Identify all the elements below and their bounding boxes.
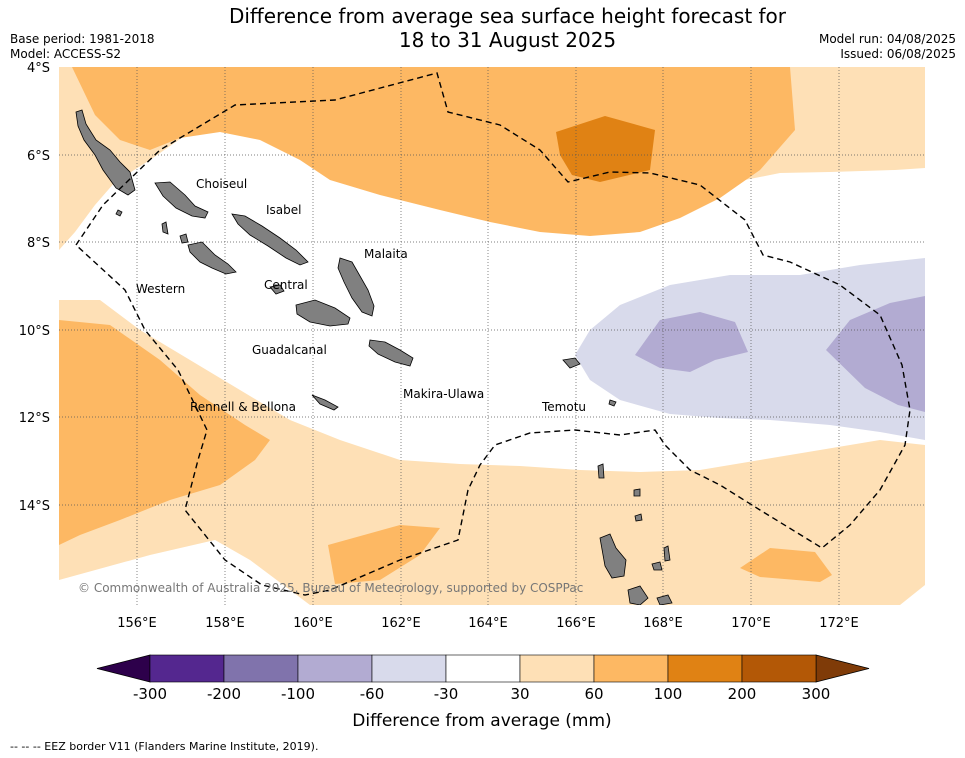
colorbar-tick-label: -100	[281, 685, 315, 703]
lat-label: 10°S	[19, 324, 50, 339]
longitude-labels: 156°E 158°E 160°E 162°E 164°E 166°E 168°…	[117, 616, 859, 631]
lon-label: 164°E	[468, 616, 508, 631]
island-small-2	[115, 209, 123, 217]
lon-label: 160°E	[293, 616, 333, 631]
lon-label: 172°E	[819, 616, 859, 631]
anomaly-60-100-west	[59, 320, 270, 545]
island-small-7	[663, 545, 671, 562]
island-new-georgia	[187, 241, 237, 275]
island-makira	[368, 339, 414, 367]
colorbar-swatch	[593, 654, 669, 683]
anomaly-near-average-south	[59, 540, 310, 605]
anomaly-100-200-north	[556, 116, 655, 182]
island-small-9	[634, 513, 643, 522]
island-small-3	[179, 233, 189, 244]
lon-label: 156°E	[117, 616, 157, 631]
colorbar-extend-low	[96, 654, 151, 683]
issued-date: Issued: 06/08/2025	[840, 47, 956, 61]
lon-label: 170°E	[731, 616, 771, 631]
lon-label: 168°E	[643, 616, 683, 631]
lon-label: 166°E	[556, 616, 596, 631]
graticule	[59, 67, 925, 605]
anomaly-minus100-minus60-a	[635, 312, 748, 372]
label-western: Western	[136, 282, 185, 296]
label-guadalcanal: Guadalcanal	[252, 343, 327, 357]
island-small-10	[656, 594, 673, 605]
colorbar-tick-label: -300	[133, 685, 167, 703]
colorbar: -300 -200 -100 -60 -30 30 60 100 200 300	[96, 654, 870, 703]
label-makira-ulawa: Makira-Ulawa	[403, 387, 484, 401]
anomaly-minus100-minus60-b	[826, 296, 925, 412]
base-period: Base period: 1981-2018	[10, 32, 155, 46]
island-small-5	[633, 488, 641, 497]
colorbar-swatch	[223, 654, 299, 683]
eez-border	[75, 72, 911, 596]
island-bougainville	[75, 109, 136, 196]
lat-label: 8°S	[27, 236, 50, 251]
anomaly-60-100-south	[328, 525, 440, 584]
island-isabel	[231, 213, 309, 266]
lat-label: 14°S	[19, 499, 50, 514]
island-rennell	[311, 394, 339, 411]
colorbar-label: Difference from average (mm)	[352, 711, 611, 731]
model-name: Model: ACCESS-S2	[10, 47, 122, 61]
model-info: Base period: 1981-2018 Model: ACCESS-S2	[10, 32, 155, 62]
anomaly-60-100-southeast	[740, 548, 832, 582]
colorbar-tick-label: 300	[802, 685, 831, 703]
colorbar-extend-high	[815, 654, 870, 683]
lat-label: 4°S	[27, 61, 50, 76]
colorbar-tick-label: 100	[654, 685, 683, 703]
island-choiseul	[154, 181, 209, 219]
island-espiritu-santo	[599, 533, 627, 579]
latitude-labels: 4°S 6°S 8°S 10°S 12°S 14°S	[19, 61, 50, 514]
colorbar-swatch	[371, 654, 447, 683]
lon-label: 162°E	[381, 616, 421, 631]
label-choiseul: Choiseul	[196, 177, 247, 191]
island-small-8	[597, 463, 605, 479]
lat-label: 6°S	[27, 149, 50, 164]
solomon-islands-landmass	[75, 109, 673, 605]
title-line-2: 18 to 31 August 2025	[398, 28, 617, 52]
colorbar-swatch	[519, 654, 595, 683]
lat-label: 12°S	[19, 411, 50, 426]
anomaly-60-100-north	[72, 67, 795, 236]
island-small-6	[651, 561, 663, 571]
island-malaita	[337, 257, 375, 317]
label-malaita: Malaita	[364, 247, 408, 261]
colorbar-tick-label: 200	[728, 685, 757, 703]
anomaly-near-average-southeast	[900, 585, 925, 605]
colorbar-tick-label: -200	[207, 685, 241, 703]
title-line-1: Difference from average sea surface heig…	[228, 4, 787, 28]
colorbar-swatch	[149, 654, 225, 683]
run-info: Model run: 04/08/2025 Issued: 06/08/2025	[819, 32, 956, 62]
island-guadalcanal	[295, 299, 351, 327]
lon-label: 158°E	[205, 616, 245, 631]
colorbar-swatch	[667, 654, 743, 683]
colorbar-swatch	[297, 654, 373, 683]
map-panel	[59, 67, 925, 605]
colorbar-swatch	[741, 654, 817, 683]
label-isabel: Isabel	[266, 203, 301, 217]
island-santa-cruz	[562, 357, 581, 369]
model-run: Model run: 04/08/2025	[818, 32, 956, 46]
eez-footnote: -- -- -- EEZ border V11 (Flanders Marine…	[10, 740, 319, 753]
colorbar-tick-label: -30	[434, 685, 459, 703]
label-temotu: Temotu	[541, 400, 586, 414]
island-malekula	[627, 585, 649, 605]
island-small-1	[161, 221, 169, 235]
province-labels: Choiseul Isabel Malaita Western Central …	[136, 177, 586, 414]
colorbar-tick-label: -60	[360, 685, 385, 703]
island-central	[269, 284, 285, 295]
island-small-4	[608, 399, 617, 407]
label-central: Central	[264, 278, 308, 292]
label-rennell-bellona: Rennell & Bellona	[190, 400, 296, 414]
chart-title: Difference from average sea surface heig…	[200, 4, 815, 52]
copyright-notice: © Commonwealth of Australia 2025, Bureau…	[78, 581, 583, 595]
colorbar-swatch	[445, 654, 521, 683]
anomaly-minus60-minus30	[575, 258, 925, 440]
colorbar-tick-label: 30	[510, 685, 529, 703]
colorbar-tick-label: 60	[584, 685, 603, 703]
